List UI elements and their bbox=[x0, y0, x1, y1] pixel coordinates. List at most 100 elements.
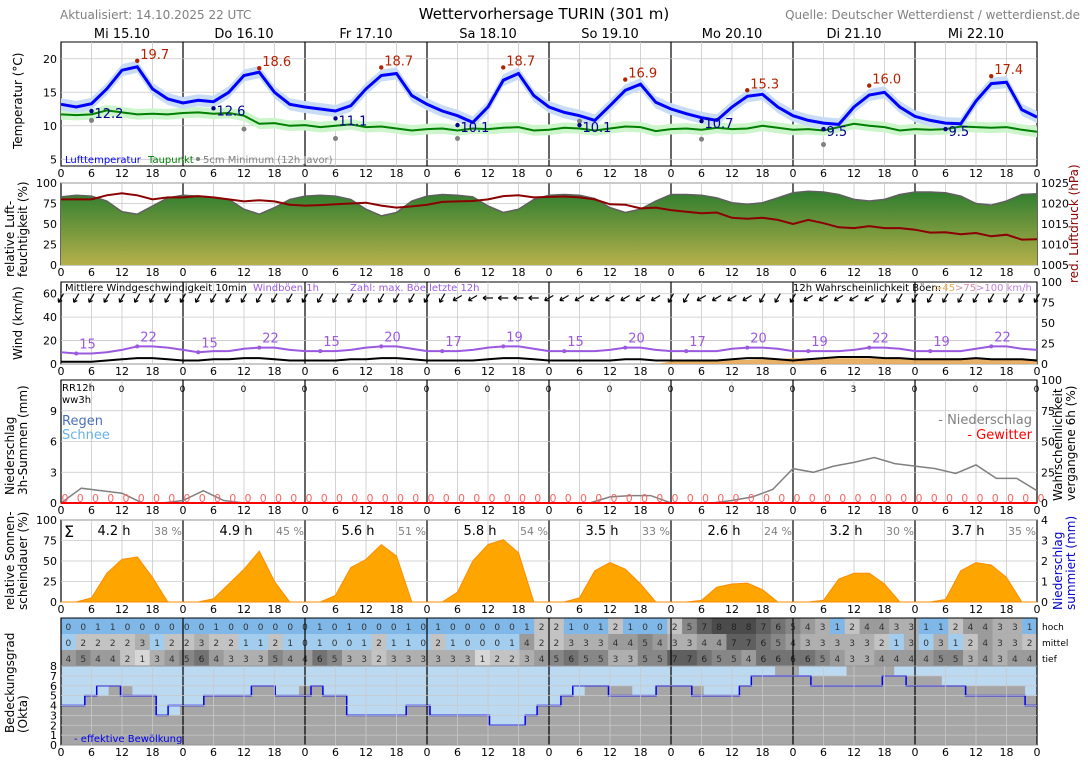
cloud-layer-value: 2 bbox=[539, 639, 545, 649]
hour-tick-label: 0 bbox=[302, 603, 309, 616]
cloud-layer-cell bbox=[829, 650, 846, 666]
max-gust-point bbox=[989, 344, 994, 349]
cloud-layer-cell bbox=[711, 650, 727, 666]
precip-3h-value: 0 bbox=[946, 492, 953, 505]
hour-tick-label: 6 bbox=[88, 603, 95, 616]
cloud-layer-cell bbox=[386, 650, 402, 666]
cloud-layer-cell bbox=[815, 618, 831, 634]
cloud-layer-value: 3 bbox=[258, 655, 264, 665]
precip-3h-value: 0 bbox=[550, 492, 557, 505]
cloud-layer-value: 3 bbox=[406, 655, 412, 665]
precip-3h-value: 0 bbox=[229, 492, 236, 505]
update-timestamp: Aktualisiert: 14.10.2025 22 UTC bbox=[60, 8, 252, 22]
y-tick-label: 0 bbox=[50, 358, 57, 371]
max-temp-label: 18.7 bbox=[384, 54, 413, 69]
max-gust-label: 19 bbox=[506, 330, 523, 345]
wind-arrow bbox=[803, 294, 813, 302]
wind-arrow-shaft bbox=[849, 294, 859, 302]
cloud-layer-value: 3 bbox=[997, 623, 1003, 633]
wind-arrow bbox=[864, 294, 874, 302]
hour-tick-label: 6 bbox=[332, 365, 339, 378]
hour-tick-label: 6 bbox=[88, 365, 95, 378]
hour-tick-label: 6 bbox=[210, 167, 217, 180]
wind-arrow-head bbox=[650, 296, 656, 302]
hour-tick-label: 18 bbox=[390, 504, 404, 517]
daily-sun-percent: 54 % bbox=[520, 525, 548, 538]
hour-tick-label: 18 bbox=[268, 603, 282, 616]
y2-tick-label: 75 bbox=[1041, 405, 1055, 418]
cloud-layer-value: 7 bbox=[761, 623, 767, 633]
cloud-layer-value: 5 bbox=[184, 655, 190, 665]
hour-tick-label: 12 bbox=[115, 167, 129, 180]
cloud-layer-cell bbox=[90, 650, 106, 666]
wind-arrow-head bbox=[423, 298, 429, 303]
hour-tick-label: 18 bbox=[634, 504, 648, 517]
wind-arrow bbox=[605, 294, 615, 302]
cloud-layer-cell bbox=[489, 618, 505, 634]
cloud-layer-value: 3 bbox=[908, 623, 914, 633]
y-tick-label: 6 bbox=[50, 680, 57, 693]
cloud-layer-value: 1 bbox=[110, 623, 116, 633]
hour-tick-label: 18 bbox=[268, 746, 282, 759]
cloud-layer-value: 4 bbox=[894, 655, 900, 665]
min-temp-point bbox=[333, 116, 338, 121]
cloud-layer-value: 3 bbox=[849, 639, 855, 649]
cloud-layer-value: 0 bbox=[642, 623, 648, 633]
cloud-layer-value: 1 bbox=[346, 623, 352, 633]
legend-prob-75: >75 bbox=[955, 283, 976, 294]
cloud-layer-value: 3 bbox=[997, 639, 1003, 649]
y-tick-label: 25 bbox=[43, 576, 57, 589]
y-tick-label: 1 bbox=[50, 729, 57, 742]
wind-arrow-head bbox=[286, 298, 292, 303]
max-gust-point bbox=[135, 344, 140, 349]
hour-tick-label: 0 bbox=[58, 167, 65, 180]
hour-tick-label: 18 bbox=[878, 746, 892, 759]
daily-sun-hours: 3.7 h bbox=[951, 524, 984, 539]
y2-tick-label: 0 bbox=[1041, 358, 1048, 371]
cloud-layer-cell bbox=[874, 650, 890, 666]
wind-arrow-shaft bbox=[164, 293, 171, 303]
cloud-layer-value: 3 bbox=[1012, 623, 1018, 633]
hour-tick-label: 6 bbox=[698, 603, 705, 616]
cloud-layer-cell bbox=[460, 618, 476, 634]
hour-tick-label: 6 bbox=[332, 603, 339, 616]
cloud-layer-value: 8 bbox=[731, 623, 737, 633]
hour-tick-label: 6 bbox=[332, 746, 339, 759]
cloud-layer-cell bbox=[475, 634, 491, 650]
hour-tick-label: 0 bbox=[790, 603, 797, 616]
precip-3h-value: 0 bbox=[473, 492, 480, 505]
hour-tick-label: 0 bbox=[790, 746, 797, 759]
y2-tick-label: 1025 bbox=[1041, 177, 1069, 190]
cloud-layer-value: 0 bbox=[199, 623, 205, 633]
cloud-layer-value: 3 bbox=[568, 639, 574, 649]
cloud-layer-value: 2 bbox=[539, 623, 545, 633]
hour-tick-label: 6 bbox=[454, 266, 461, 279]
wind-arrow-head bbox=[332, 298, 337, 303]
wind-arrow-head bbox=[240, 298, 246, 303]
precip-3h-value: 0 bbox=[565, 492, 572, 505]
wind-arrow-shaft bbox=[1018, 293, 1025, 303]
wind-arrow bbox=[194, 293, 202, 303]
wind-arrow-head bbox=[742, 296, 747, 302]
wind-arrow bbox=[589, 294, 600, 302]
hour-tick-label: 0 bbox=[424, 746, 431, 759]
max-temp-label: 16.9 bbox=[628, 67, 657, 82]
max-gust-label: 22 bbox=[262, 332, 279, 347]
hour-tick-label: 12 bbox=[115, 603, 129, 616]
cloud-layer-cell bbox=[992, 618, 1008, 634]
rr12h-value: 0 bbox=[973, 385, 979, 395]
wind-arrow-shaft bbox=[347, 293, 354, 303]
cloud-layer-value: 0 bbox=[228, 623, 234, 633]
hour-tick-label: 0 bbox=[180, 266, 187, 279]
cloud-layer-value: 0 bbox=[465, 639, 471, 649]
source-credit: Quelle: Deutscher Wetterdienst / wetterd… bbox=[785, 8, 1080, 22]
cloud-layer-value: 6 bbox=[199, 655, 205, 665]
hour-tick-label: 12 bbox=[481, 167, 495, 180]
wind-arrow bbox=[482, 295, 493, 301]
wind-arrow-head bbox=[149, 298, 154, 303]
precip-3h-value: 0 bbox=[900, 492, 907, 505]
wind-arrow bbox=[72, 293, 80, 303]
cloud-layer-cell bbox=[90, 618, 106, 634]
y-tick-label: 0 bbox=[50, 739, 57, 752]
daily-sun-percent: 51 % bbox=[398, 525, 426, 538]
